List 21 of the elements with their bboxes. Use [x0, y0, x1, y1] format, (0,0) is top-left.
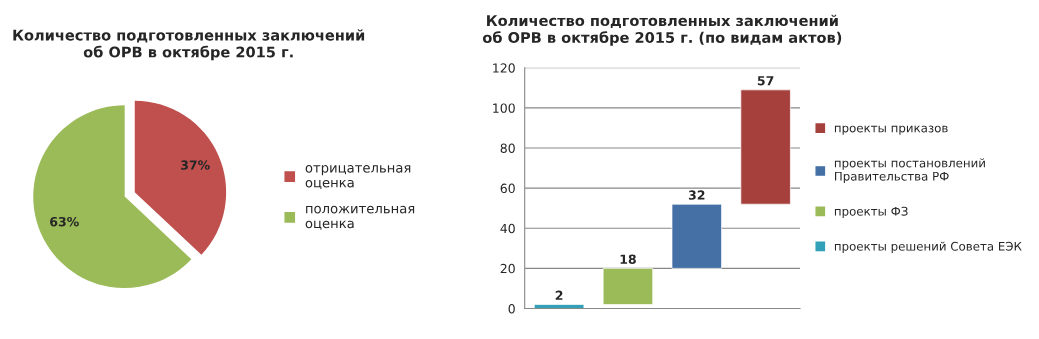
data-label: 2	[555, 290, 563, 300]
data-label: 63%	[50, 216, 79, 227]
legend-label: проекты постановлений Правительства РФ	[834, 158, 985, 183]
legend-label: проекты ФЗ	[834, 206, 908, 218]
data-label: 18	[620, 254, 636, 264]
y-tick-label: 60	[500, 183, 515, 194]
chart-title: Количество подготовленных заключений об ОРВ в октябре 2015 г. (по видам актов)	[482, 14, 842, 46]
legend-label: отрицательная оценка	[305, 165, 411, 190]
chart-title: Количество подготовленных заключений об ОРВ в октябре 2015 г.	[13, 29, 365, 61]
legend-label: проекты приказов	[834, 125, 948, 135]
data-label: 57	[757, 76, 774, 86]
y-tick-label: 100	[493, 103, 515, 113]
y-tick-label: 0	[508, 303, 515, 314]
legend-label: проекты решений Совета ЕЭК	[834, 241, 1022, 254]
y-tick-label: 40	[500, 223, 515, 234]
data-label: 32	[688, 190, 705, 200]
y-tick-label: 80	[500, 143, 515, 153]
y-tick-label: 20	[500, 263, 515, 274]
legend-label: положительная оценка	[305, 205, 415, 230]
y-tick-label: 120	[493, 63, 515, 73]
data-label: 37%	[181, 160, 210, 170]
